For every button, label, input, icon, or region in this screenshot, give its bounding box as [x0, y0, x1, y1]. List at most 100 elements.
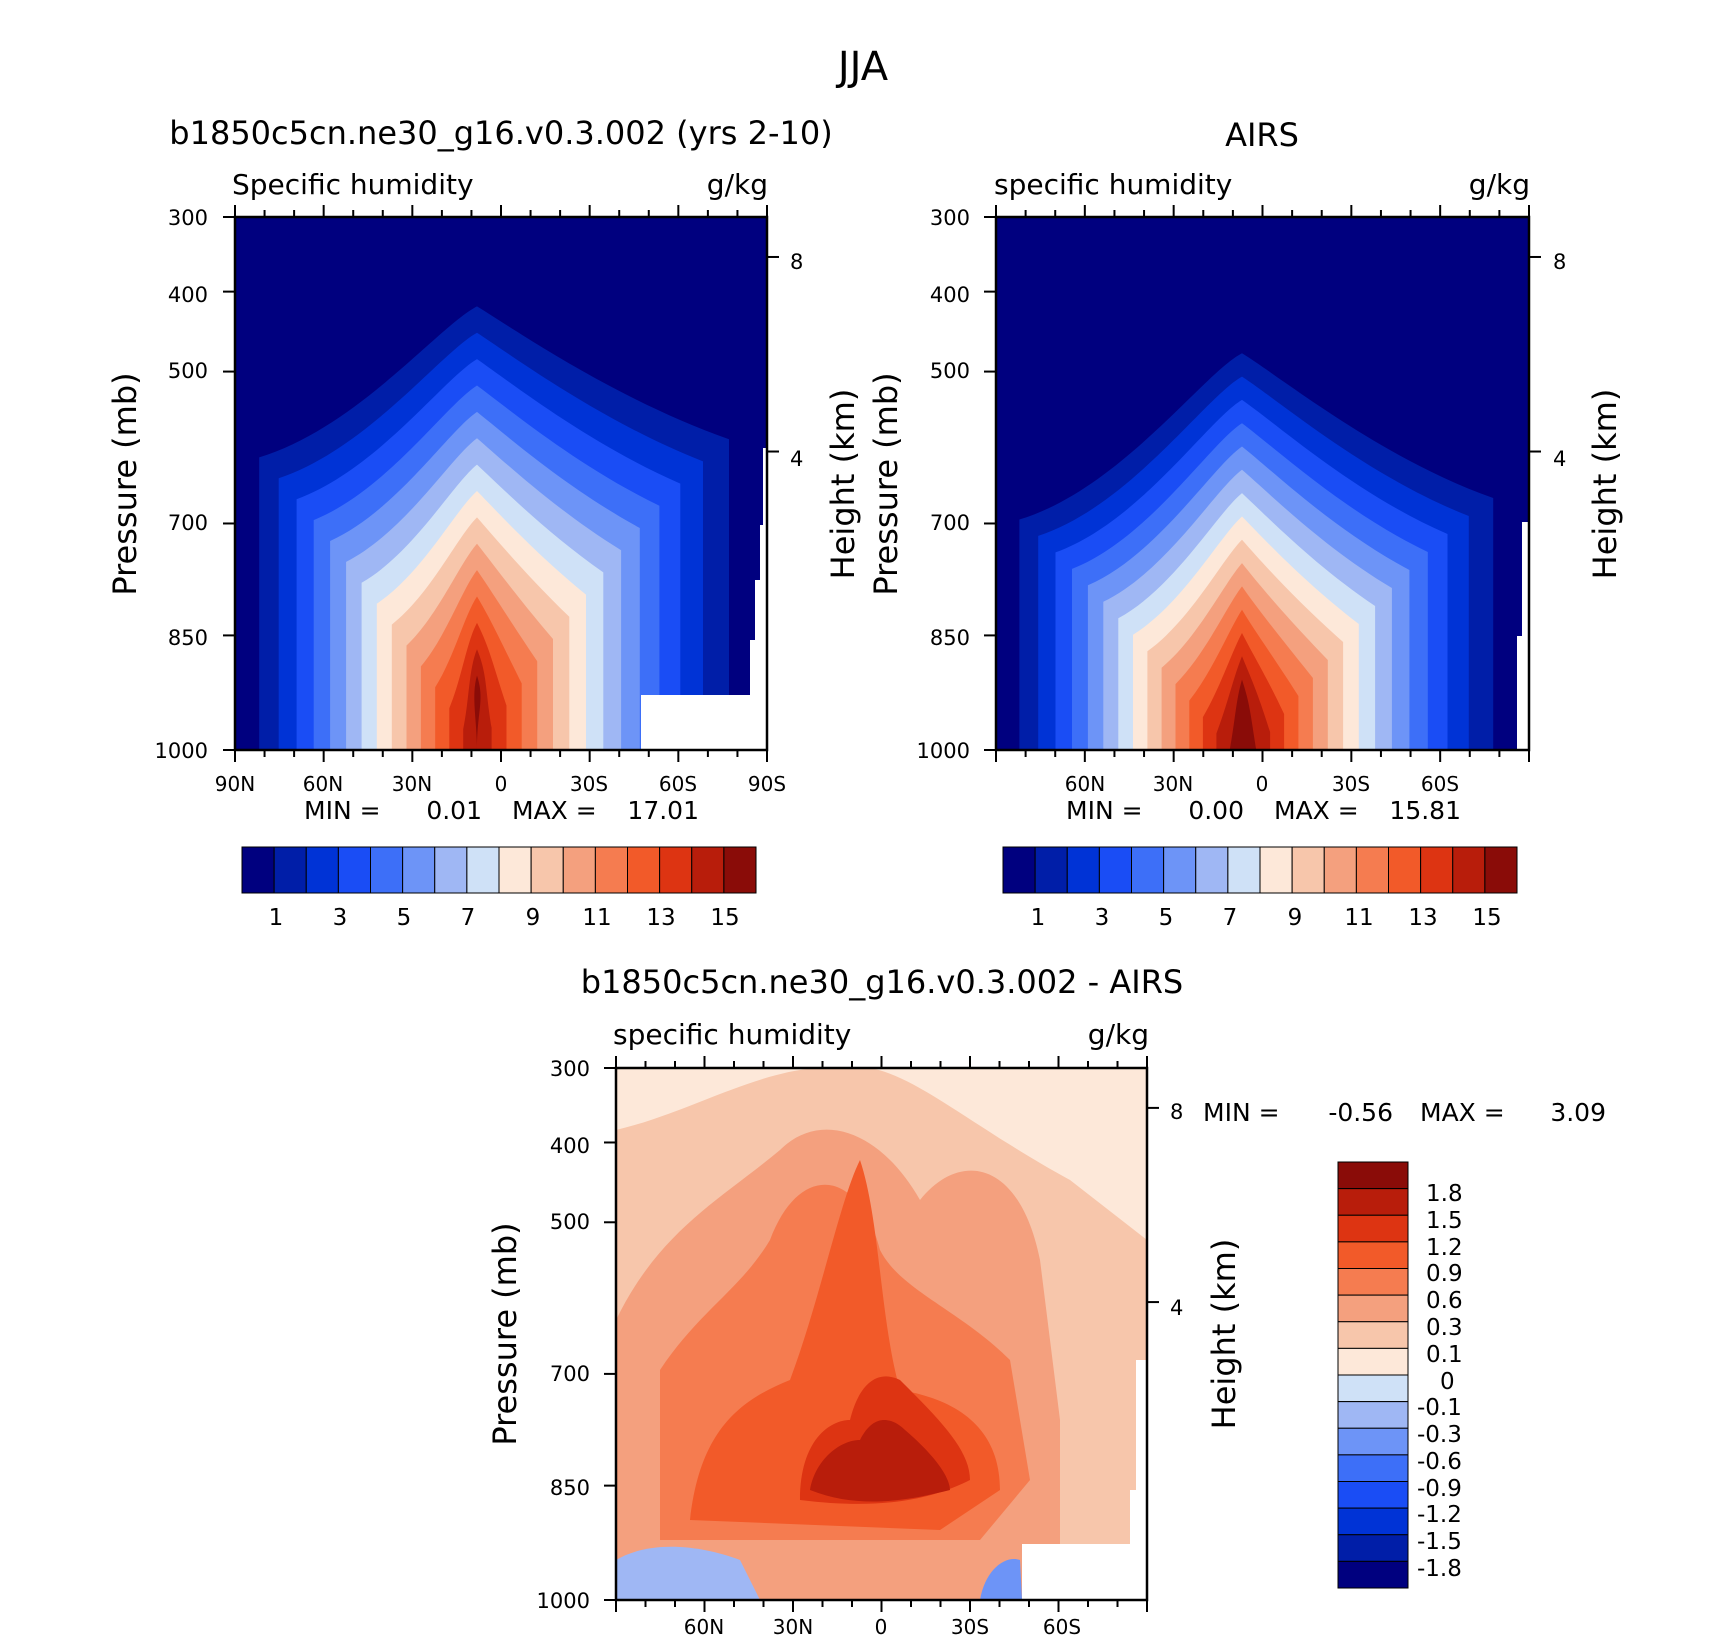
panel-obs-y2tick-label: 4 [1553, 447, 1566, 471]
panel-obs-xtick-label: 60S [1421, 772, 1459, 796]
panel-obs-xtick-label: 60N [1065, 772, 1105, 796]
panel-obs-colorbar-labels: 1 3 5 7 9 11 13 15 [1031, 905, 1502, 931]
colorbar-swatch [1337, 1534, 1409, 1562]
panel-obs-ytick-label: 500 [930, 359, 970, 383]
colorbar-swatch [498, 846, 532, 894]
colorbar-swatch [627, 846, 661, 894]
panel-obs-colorbar-label: 9 [1288, 905, 1303, 931]
colorbar-swatch [1337, 1507, 1409, 1536]
colorbar-swatch [1337, 1454, 1409, 1483]
panel-obs: AIRS specific humidity g/kg Pressure (mb… [867, 116, 1624, 931]
contour-band [810, 1420, 950, 1502]
panel-obs-min-value: 0.00 [1188, 796, 1244, 825]
panel-obs-title: AIRS [1225, 116, 1299, 154]
panel-obs-colorbar-label: 1 [1031, 905, 1046, 931]
panel-diff-y-ticks: 300 400 500 700 850 1000 [537, 1057, 590, 1613]
panel-model-min-value: 0.01 [426, 796, 482, 825]
panel-diff-max-label: MAX = [1420, 1098, 1505, 1127]
colorbar-swatch [241, 846, 275, 894]
panel-diff-min-label: MIN = [1203, 1098, 1280, 1127]
colorbar-swatch [1131, 846, 1165, 894]
panel-obs-ytick-label: 1000 [917, 739, 970, 763]
colorbar-swatch [305, 846, 339, 894]
panel-model-xtick-label: 0 [495, 772, 508, 796]
panel-model-xtick-label: 30S [570, 772, 608, 796]
colorbar-swatch [1388, 846, 1422, 894]
panel-diff-ytick-label: 700 [550, 1362, 590, 1386]
colorbar-swatch [530, 846, 564, 894]
contour-band [616, 1546, 760, 1600]
panel-diff-stats: MIN = -0.56 MAX = 3.09 [1203, 1098, 1606, 1127]
panel-model-y2-ticks: 8 4 [790, 250, 803, 471]
colorbar-swatch [1066, 846, 1100, 894]
panel-diff-min-value: -0.56 [1328, 1098, 1393, 1127]
panel-model-y2-axis-title: Height (km) [824, 389, 862, 580]
colorbar-swatch [1337, 1214, 1409, 1243]
panel-model-stats: MIN = 0.01 MAX = 17.01 [304, 796, 699, 825]
colorbar-swatch [1484, 846, 1518, 894]
panel-diff-xtick-label: 0 [875, 1615, 888, 1636]
panel-model-ytick-label: 700 [168, 511, 208, 535]
panel-diff-max-value: 3.09 [1550, 1098, 1606, 1127]
panel-obs-contours [1019, 353, 1494, 750]
panel-model-colorbar-label: 1 [269, 905, 284, 931]
colorbar-swatch [562, 846, 596, 894]
panel-model-colorbar-label: 15 [710, 905, 739, 931]
panel-model-colorbar-label: 7 [461, 905, 476, 931]
panel-obs-colorbar-label: 13 [1408, 905, 1437, 931]
panel-model-min-label: MIN = [304, 796, 381, 825]
panel-diff-colorbar-label: -1.2 [1417, 1502, 1462, 1528]
panel-diff-xtick-label: 60S [1043, 1615, 1081, 1636]
panel-model-colorbar [241, 846, 757, 894]
panel-obs-colorbar-label: 3 [1095, 905, 1110, 931]
panel-model-ytick-label: 1000 [155, 739, 208, 763]
panel-diff-colorbar-label: -0.6 [1417, 1449, 1462, 1475]
panel-diff-colorbar-label: 0.3 [1426, 1315, 1463, 1341]
panel-diff-colorbar-label: -0.3 [1417, 1422, 1462, 1448]
colorbar-swatch [1337, 1268, 1409, 1296]
panel-diff-colorbar-labels: 1.8 1.5 1.2 0.9 0.6 0.3 0.1 0 -0.1 -0.3 … [1417, 1181, 1463, 1582]
contour-band [474, 675, 481, 750]
panel-obs-colorbar-label: 7 [1223, 905, 1238, 931]
colorbar-swatch [466, 846, 500, 894]
colorbar-swatch [370, 846, 404, 894]
panel-model-colorbar-label: 3 [333, 905, 348, 931]
panel-model-ytick-label: 300 [168, 206, 208, 230]
panel-diff-y2-axis-title: Height (km) [1205, 1239, 1243, 1430]
figure-title: JJA [835, 44, 889, 90]
axis-tick-marks [223, 205, 1541, 1612]
panel-model-title: b1850c5cn.ne30_g16.v0.3.002 (yrs 2-10) [169, 114, 832, 152]
panel-diff-xtick-label: 60N [684, 1615, 724, 1636]
panel-obs-colorbar [1002, 846, 1518, 894]
panel-model-ytick-label: 400 [168, 283, 208, 307]
panel-model-max-label: MAX = [512, 796, 597, 825]
panel-model-missing-topography [641, 448, 767, 750]
panel-model-y2tick-label: 8 [790, 250, 803, 274]
colorbar-swatch [1337, 1321, 1409, 1349]
panel-model-y-ticks: 300 400 500 700 850 1000 [155, 206, 208, 763]
colorbar-swatch [434, 846, 468, 894]
panel-model-xtick-label: 90S [748, 772, 786, 796]
panel-obs-ytick-label: 400 [930, 283, 970, 307]
panel-diff-colorbar-label: 0.9 [1426, 1261, 1463, 1287]
panel-diff-title: b1850c5cn.ne30_g16.v0.3.002 - AIRS [581, 963, 1183, 1001]
panel-diff-colorbar [1337, 1161, 1409, 1589]
panel-model-colorbar-label: 5 [397, 905, 412, 931]
colorbar-swatch [1355, 846, 1390, 894]
panel-obs-y-ticks: 300 400 500 700 850 1000 [917, 206, 970, 763]
panel-model-colorbar-label: 9 [526, 905, 541, 931]
colorbar-swatch [1337, 1188, 1409, 1216]
colorbar-swatch [402, 846, 436, 894]
panel-obs-min-label: MIN = [1066, 796, 1143, 825]
panel-model-xtick-label: 60S [659, 772, 697, 796]
colorbar-swatch [1227, 846, 1261, 894]
panel-diff-units-label: g/kg [1088, 1018, 1149, 1051]
panel-obs-y2-axis-title: Height (km) [1586, 389, 1624, 580]
colorbar-swatch [691, 846, 725, 894]
panel-obs-missing-topography [1517, 522, 1529, 750]
panel-diff-xtick-label: 30N [773, 1615, 813, 1636]
panel-obs-max-value: 15.81 [1389, 796, 1461, 825]
panel-obs-units-label: g/kg [1469, 168, 1530, 201]
contour-band [980, 1559, 1022, 1600]
colorbar-swatch [1195, 846, 1229, 894]
